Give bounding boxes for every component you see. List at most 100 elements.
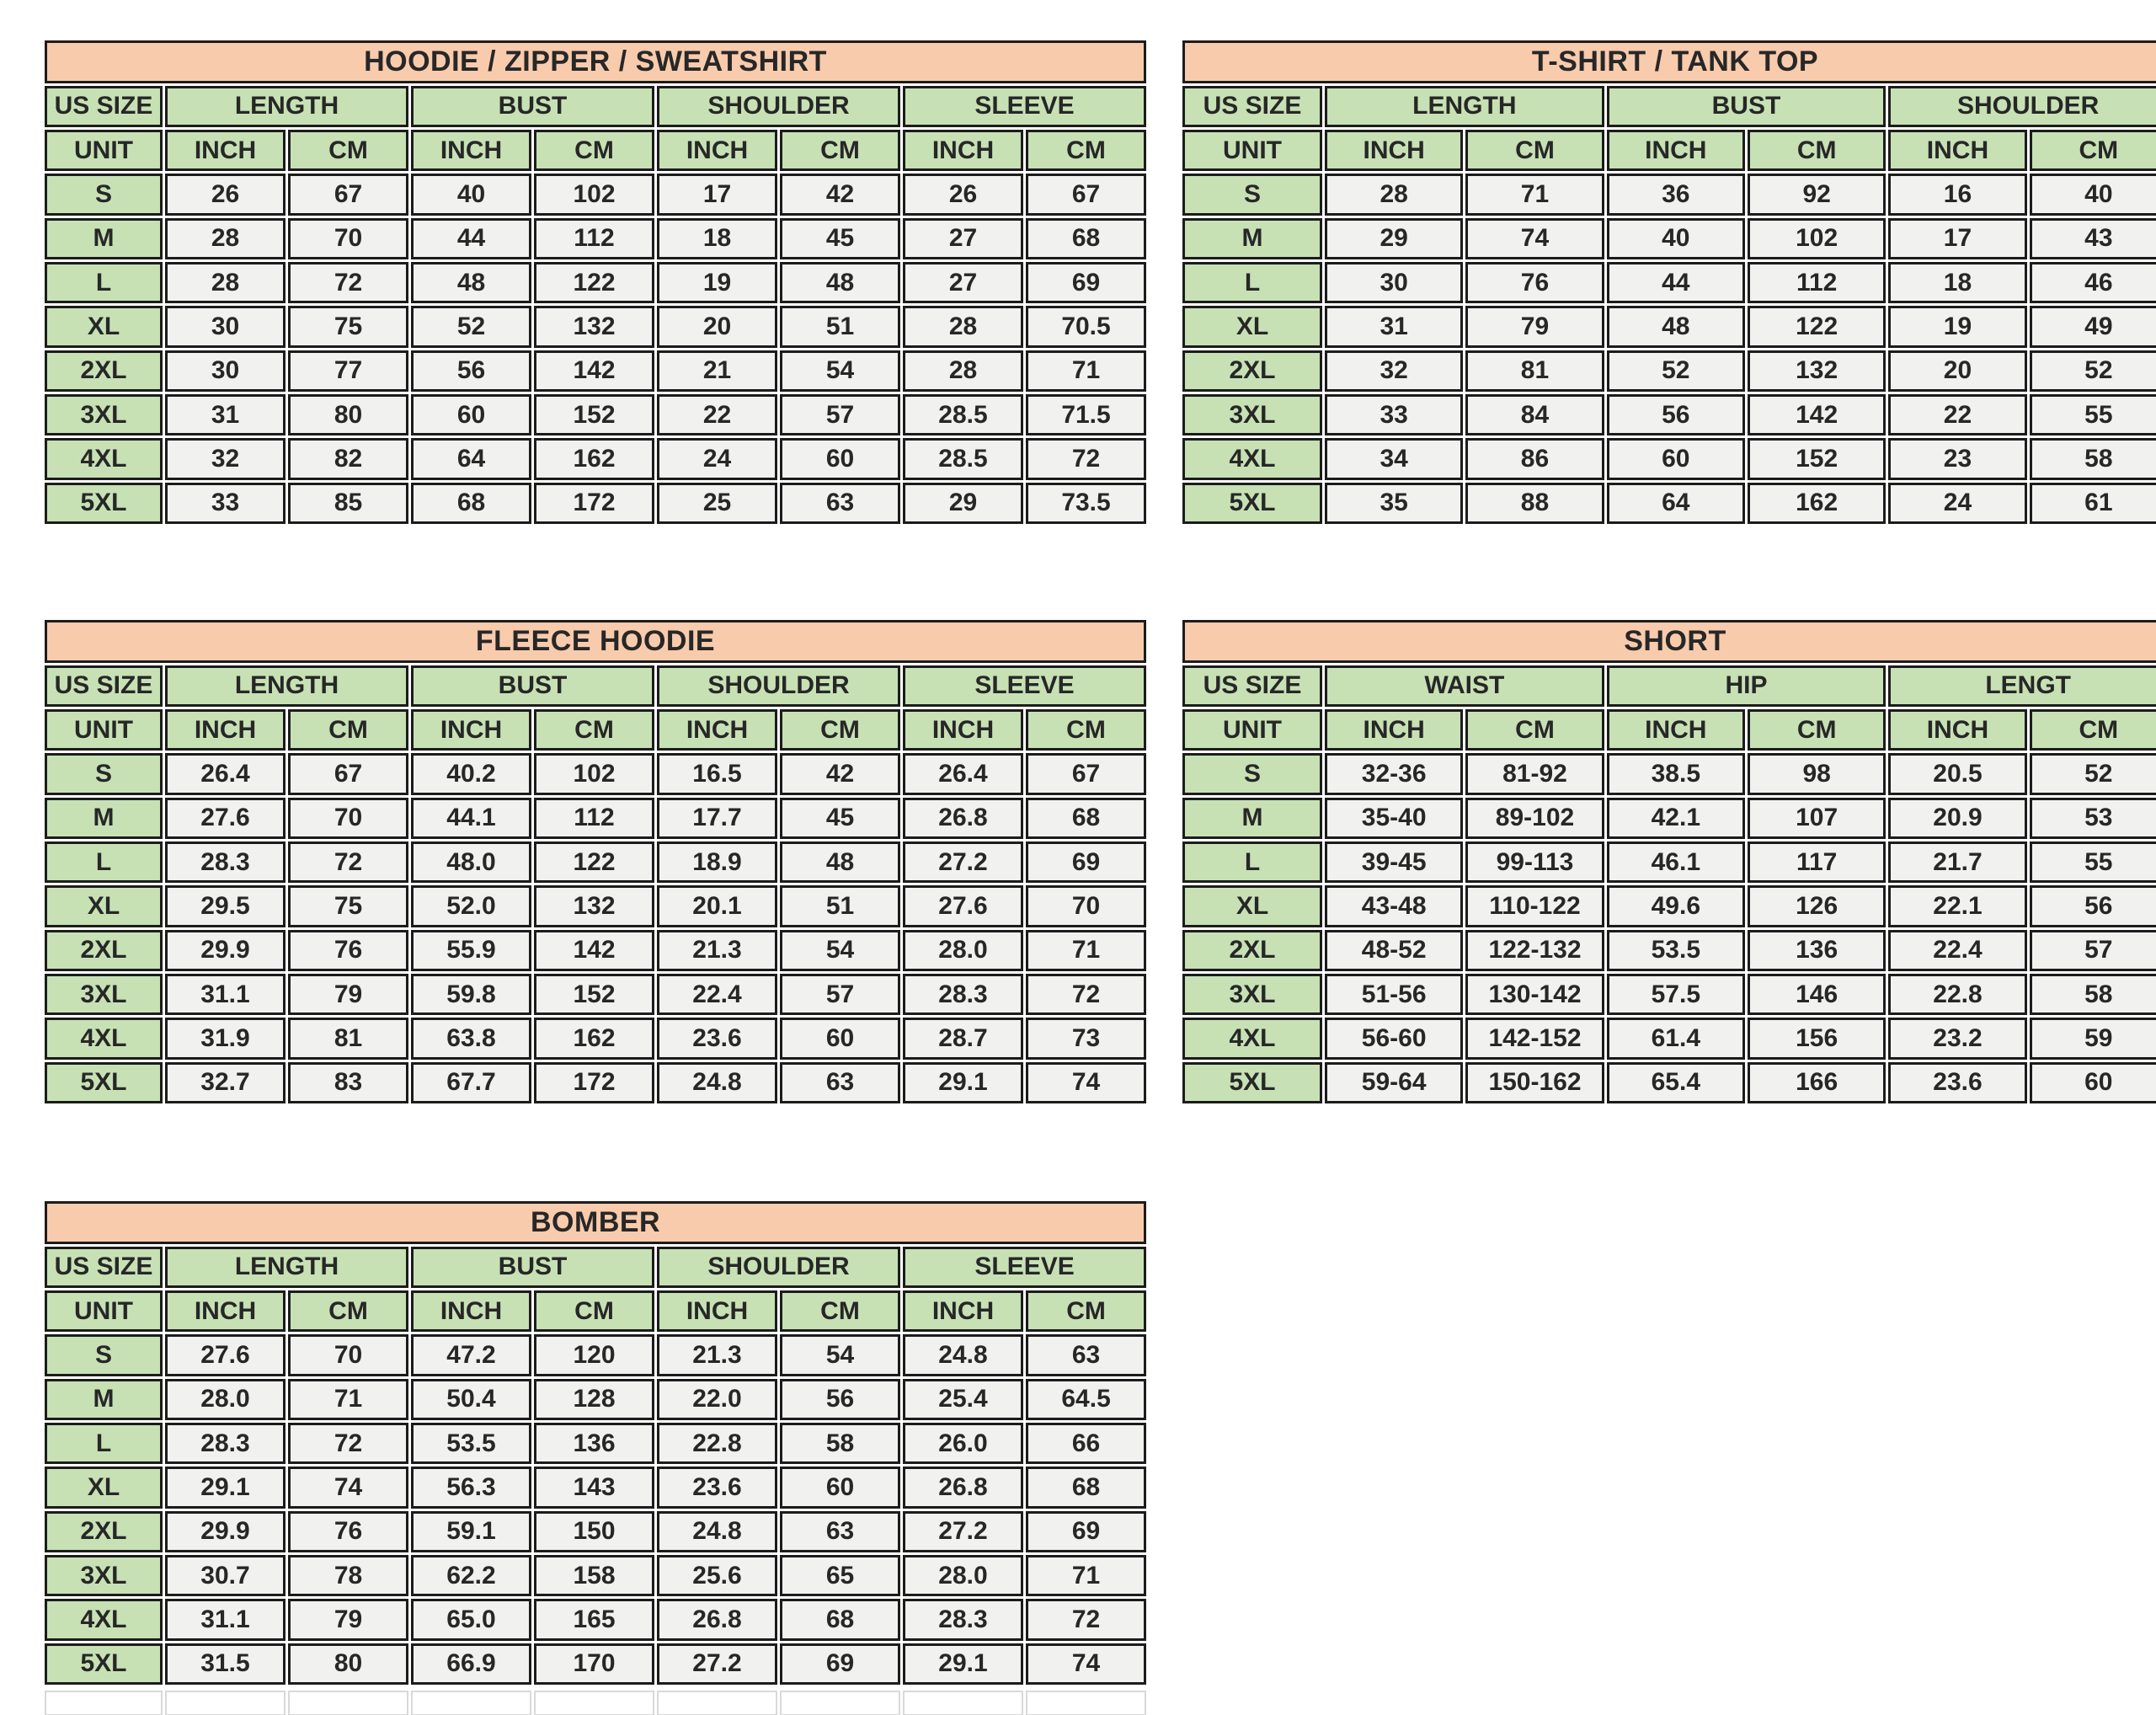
measurement-value: 16.5 bbox=[657, 753, 777, 795]
measurement-value: 142 bbox=[534, 350, 654, 392]
measurement-value: 92 bbox=[1747, 174, 1886, 216]
measurement-value: 80 bbox=[288, 393, 408, 436]
table-row-s: S 26.4 67 40.2 102 16.5 42 26.4 67 bbox=[45, 753, 1146, 795]
table-row-xl: XL 29.5 75 52.0 132 20.1 51 27.6 70 bbox=[45, 885, 1146, 927]
measurement-value: 49 bbox=[2029, 306, 2156, 348]
size-row-label: 2XL bbox=[45, 929, 163, 971]
measurement-value: 112 bbox=[1747, 261, 1886, 304]
measurement-value: 130-142 bbox=[1465, 973, 1604, 1016]
measurement-value: 57 bbox=[2029, 929, 2156, 971]
measurement-value: 34 bbox=[1325, 438, 1464, 480]
measurement-value: 70 bbox=[288, 217, 408, 259]
measurement-value: 55 bbox=[2029, 841, 2156, 884]
measurement-value: 32 bbox=[1325, 350, 1464, 392]
size-row-label: 4XL bbox=[45, 1599, 163, 1641]
measurement-value: 69 bbox=[780, 1643, 900, 1685]
measurement-value: 23.6 bbox=[657, 1467, 777, 1509]
measurement-value: 71 bbox=[1026, 1554, 1147, 1597]
table-row-m: M 28.0 71 50.4 128 22.0 56 25.4 64.5 bbox=[45, 1378, 1147, 1420]
corner-us-size-label: US SIZE bbox=[1182, 85, 1322, 127]
measurement-value: 46 bbox=[2029, 261, 2156, 304]
measurement-value: 69 bbox=[1026, 261, 1147, 304]
size-row-label: 5XL bbox=[1182, 482, 1322, 524]
measurement-value: 78 bbox=[288, 1554, 408, 1597]
measurement-value: 88 bbox=[1465, 482, 1604, 524]
table-row-l: L 28.3 72 48.0 122 18.9 48 27.2 69 bbox=[45, 841, 1146, 884]
measurement-value: 18 bbox=[657, 217, 777, 259]
size-row-label: L bbox=[1182, 841, 1322, 884]
measurement-value: 28.3 bbox=[903, 1599, 1023, 1641]
measurement-value: 102 bbox=[1747, 217, 1886, 259]
measurement-value: 71 bbox=[1465, 174, 1604, 216]
unit-header-cm: CM bbox=[288, 1290, 408, 1333]
measurement-value: 112 bbox=[534, 217, 654, 259]
measurement-value: 72 bbox=[1026, 1599, 1147, 1641]
measurement-value: 73.5 bbox=[1026, 482, 1147, 524]
measurement-value: 122 bbox=[534, 261, 654, 304]
measurement-value: 29.1 bbox=[165, 1467, 286, 1509]
table-row-5xl: 5XL 32.7 83 67.7 172 24.8 63 29.1 74 bbox=[45, 1061, 1146, 1103]
measurement-value: 156 bbox=[1747, 1018, 1886, 1060]
measurement-value: 63.8 bbox=[411, 1018, 531, 1060]
empty-grid-cell bbox=[45, 1691, 163, 1715]
measurement-value: 60 bbox=[780, 1467, 900, 1509]
measurement-value: 17 bbox=[1888, 217, 2027, 259]
table-row-s: S 26 67 40 102 17 42 26 67 bbox=[45, 174, 1147, 216]
unit-header-inch: INCH bbox=[1606, 129, 1745, 172]
measurement-value: 54 bbox=[780, 929, 900, 971]
measurement-value: 68 bbox=[1026, 217, 1147, 259]
unit-header-inch: INCH bbox=[411, 708, 531, 751]
measurement-value: 25.4 bbox=[903, 1378, 1023, 1420]
measurement-value: 83 bbox=[288, 1061, 408, 1103]
measurement-value: 136 bbox=[1747, 929, 1886, 971]
measurement-value: 45 bbox=[780, 797, 900, 839]
unit-header-cm: CM bbox=[780, 129, 900, 172]
unit-header-cm: CM bbox=[534, 129, 654, 172]
measurement-value: 79 bbox=[288, 973, 408, 1016]
measurement-value: 126 bbox=[1747, 885, 1886, 927]
measurement-value: 26.0 bbox=[903, 1422, 1023, 1465]
measurement-value: 28.5 bbox=[903, 438, 1023, 480]
measurement-value: 24.8 bbox=[903, 1334, 1023, 1376]
measurement-value: 26.4 bbox=[903, 753, 1023, 795]
measurement-value: 64.5 bbox=[1026, 1378, 1147, 1420]
unit-header-inch: INCH bbox=[1888, 708, 2027, 751]
measurement-value: 20.9 bbox=[1888, 797, 2027, 839]
measurement-value: 63 bbox=[1026, 1334, 1147, 1376]
size-row-label: XL bbox=[45, 1467, 163, 1509]
measurement-value: 20 bbox=[1888, 350, 2027, 392]
size-row-label: 2XL bbox=[45, 350, 163, 392]
measurement-value: 20 bbox=[657, 306, 777, 348]
measurement-value: 18.9 bbox=[657, 841, 777, 884]
size-row-label: 2XL bbox=[1182, 929, 1322, 971]
size-chart-table-fleece-hoodie: FLEECE HOODIE US SIZE LENGTH BUST SHOULDER SL… bbox=[42, 617, 1149, 1106]
measurement-value: 30 bbox=[165, 306, 286, 348]
unit-row-label: UNIT bbox=[1182, 708, 1322, 751]
measurement-value: 26.8 bbox=[657, 1599, 777, 1641]
measurement-value: 55 bbox=[2029, 393, 2156, 436]
measurement-value: 28 bbox=[903, 306, 1023, 348]
measurement-value: 60 bbox=[411, 393, 531, 436]
measurement-value: 60 bbox=[780, 438, 900, 480]
measurement-value: 65.4 bbox=[1606, 1061, 1745, 1103]
table-row-5xl: 5XL 59-64 150-162 65.4 166 23.6 60 bbox=[1182, 1061, 2156, 1103]
measurement-value: 51 bbox=[780, 306, 900, 348]
measurement-value: 122-132 bbox=[1465, 929, 1604, 971]
empty-grid-cell bbox=[657, 1691, 777, 1715]
measurement-value: 53.5 bbox=[411, 1422, 531, 1465]
measurement-value: 25.6 bbox=[657, 1554, 777, 1597]
measurement-value: 72 bbox=[1026, 438, 1147, 480]
measurement-value: 35 bbox=[1325, 482, 1464, 524]
unit-header-inch: INCH bbox=[165, 708, 286, 751]
measurement-value: 31.1 bbox=[165, 1599, 286, 1641]
measurement-value: 23 bbox=[1888, 438, 2027, 480]
measurement-value: 72 bbox=[288, 261, 408, 304]
measurement-value: 51 bbox=[780, 885, 900, 927]
size-row-label: 4XL bbox=[1182, 438, 1322, 480]
size-row-label: M bbox=[1182, 797, 1322, 839]
measurement-value: 28 bbox=[1325, 174, 1464, 216]
unit-header-cm: CM bbox=[1026, 1290, 1147, 1333]
size-chart-table-short: SHORT US SIZE WAIST HIP LENGT UNIT INCH CM INCH C… bbox=[1180, 617, 2156, 1106]
measurement-value: 48 bbox=[411, 261, 531, 304]
measurement-value: 40 bbox=[411, 174, 531, 216]
